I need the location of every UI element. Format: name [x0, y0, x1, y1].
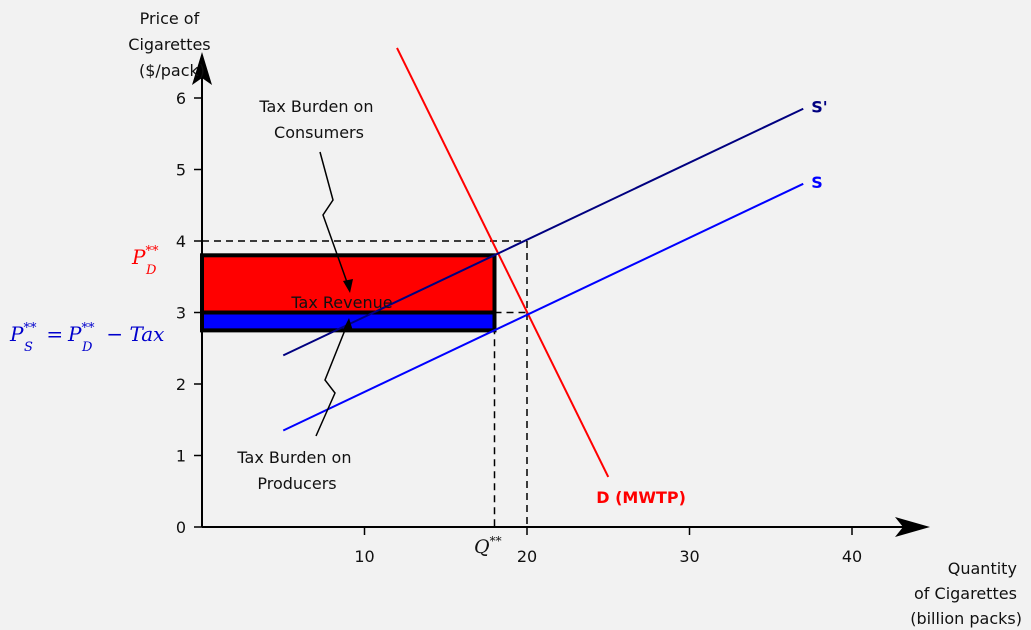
curve-s [282, 107, 804, 357]
x-tick-label: 20 [517, 547, 537, 566]
producer-burden-label-line: Tax Burden on [236, 448, 351, 467]
q-star-label-sup: ** [490, 534, 502, 548]
ps-label-rhs-sup: ** [81, 321, 95, 336]
producer-burden-label-line: Producers [257, 474, 336, 493]
x-axis-title-line: (billion packs) [910, 609, 1022, 628]
y-tick-label: 3 [176, 304, 186, 323]
ps-label-rhs-base: P [67, 322, 82, 346]
pd-label-sup: ** [145, 244, 159, 259]
y-axis-title-line: Cigarettes [128, 35, 210, 54]
curve-label-d-mwtp: D (MWTP) [596, 488, 686, 507]
tax-revenue-label: Tax Revenue [290, 293, 392, 312]
y-tick-label: 5 [176, 161, 186, 180]
pd-label-base: P [131, 245, 146, 269]
q-star-label-base: Q [474, 536, 490, 558]
y-axis-title: Price of Cigarettes ($/pack) [128, 9, 215, 80]
producer-burden-arrowhead [343, 318, 353, 331]
y-axis-title-line: Price of [140, 9, 200, 28]
x-axis-title: Quantity of Cigarettes (billion packs) [910, 559, 1022, 628]
curve-label-s: S' [811, 98, 827, 117]
curve-d-mwtp [396, 47, 610, 478]
reference-dashed-lines [202, 240, 528, 527]
q-star-label: Q** [474, 534, 502, 558]
ps-label-rhs-sub: D [81, 340, 93, 355]
producer-burden-label: Tax Burden on Producers [236, 448, 356, 493]
y-axis-arrowhead [192, 52, 212, 85]
supply-demand-curves: D (MWTP) S S' [282, 47, 828, 507]
x-tick-label: 10 [354, 547, 374, 566]
ps-label-eq: = [40, 322, 69, 346]
consumer-burden-arrowhead [343, 279, 353, 293]
curve-label-s: S [811, 173, 823, 192]
x-axis-title-line: Quantity [948, 559, 1017, 578]
y-tick-label: 2 [176, 375, 186, 394]
ps-label: P** S = P** D − Tax [9, 321, 164, 355]
consumer-burden-leader [319, 151, 349, 286]
y-tick-label: 1 [176, 447, 186, 466]
consumer-burden-label-line: Consumers [274, 123, 364, 142]
consumer-burden-label: Tax Burden on Consumers [258, 97, 378, 142]
y-tick-label: 4 [176, 232, 186, 251]
producer-burden-leader [315, 324, 348, 437]
consumer-burden-label-line: Tax Burden on [258, 97, 373, 116]
pd-label-sub: D [145, 263, 157, 278]
x-axis-arrowhead [895, 517, 930, 537]
ps-label-minus-tax: − Tax [100, 322, 164, 346]
x-tick-label: 30 [679, 547, 699, 566]
curve-s [282, 182, 804, 432]
ps-label-sup: ** [23, 321, 37, 336]
pd-label: P** D [131, 244, 159, 278]
x-tick-label: 40 [842, 547, 862, 566]
ps-label-base: P [9, 322, 24, 346]
y-axis-title-line: ($/pack) [139, 61, 205, 80]
y-tick-label: 6 [176, 89, 186, 108]
x-axis-title-line: of Cigarettes [914, 584, 1017, 603]
axis-ticks: 0 1 2 3 4 5 6 10 20 30 40 [176, 89, 862, 566]
y-tick-label: 0 [176, 518, 186, 537]
ps-label-sub: S [24, 340, 33, 355]
